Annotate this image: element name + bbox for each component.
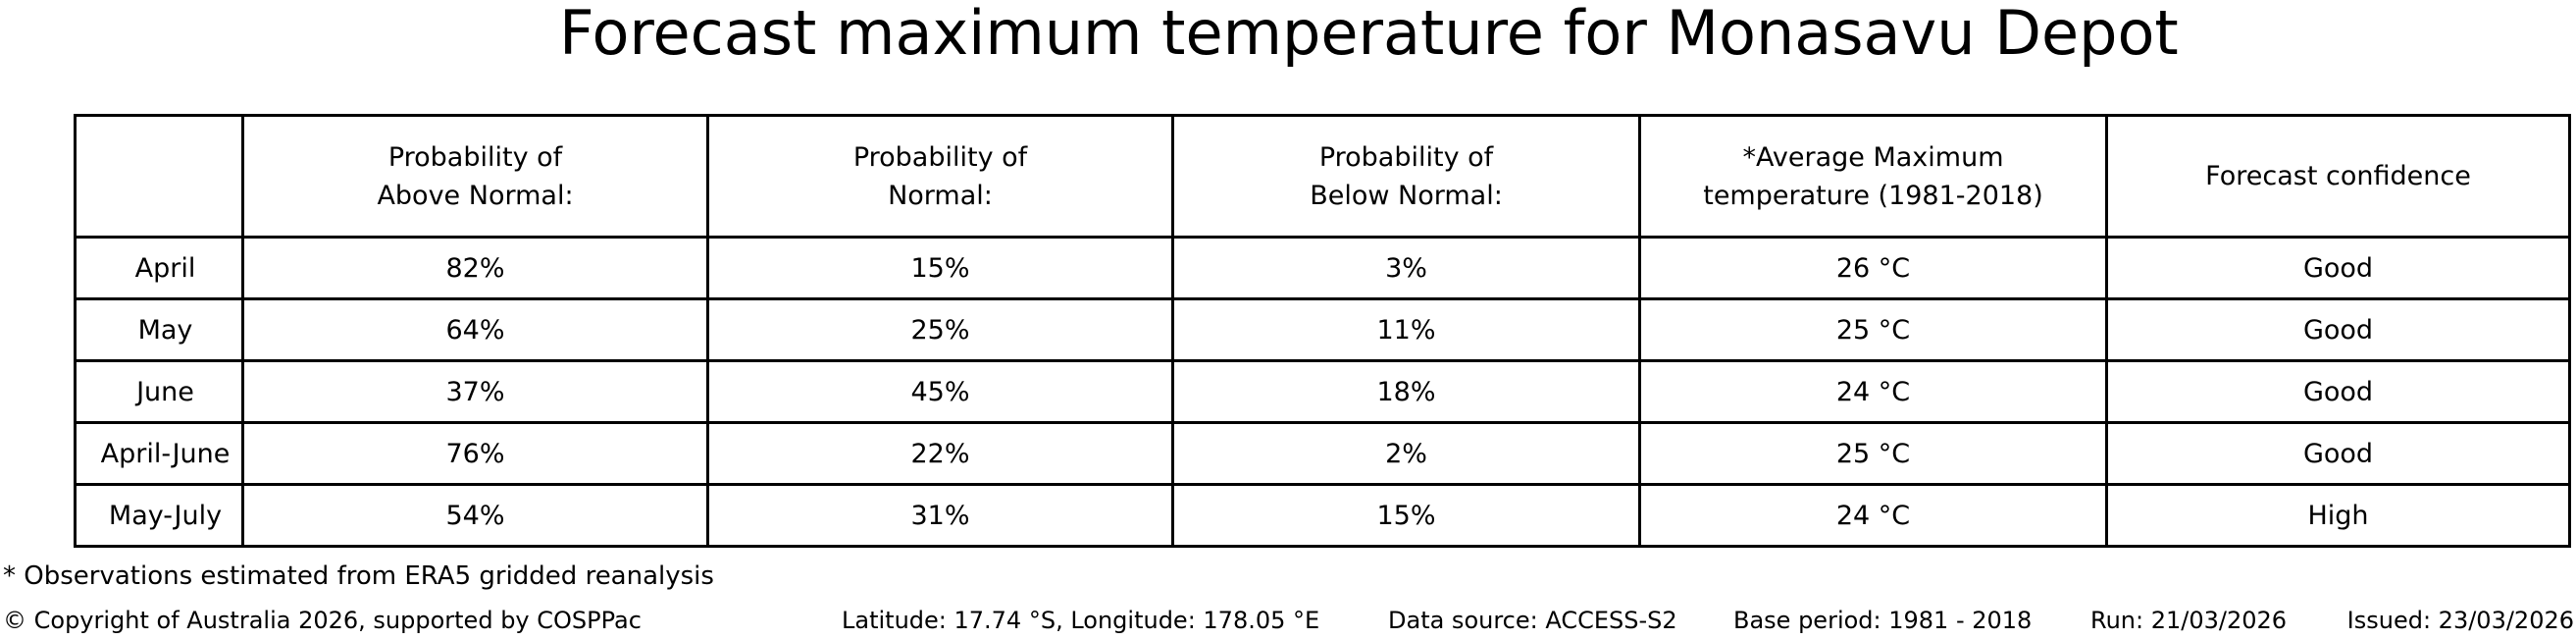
header-cell-avg-max-temperature: *Average Maximum temperature (1981-2018) [1638,114,2108,239]
cell-normal: 25% [706,297,1174,362]
cell-above-normal: 82% [241,236,709,300]
cell-below-normal: 3% [1171,236,1641,300]
table-row-may-july: May-July 54% 31% 15% 24 °C High [74,483,2571,548]
cell-avg-max-temperature: 24 °C [1638,359,2108,424]
cell-avg-max-temperature: 25 °C [1638,421,2108,486]
cell-above-normal: 76% [241,421,709,486]
cell-avg-max-temperature: 25 °C [1638,297,2108,362]
location-coordinates-text: Latitude: 17.74 °S, Longitude: 178.05 °E [842,607,1320,634]
header-cell-normal: Probability of Normal: [706,114,1174,239]
base-period-text: Base period: 1981 - 2018 [1733,607,2033,634]
cell-normal: 31% [706,483,1174,548]
header-cell-below-normal: Probability of Below Normal: [1171,114,1641,239]
cell-normal: 45% [706,359,1174,424]
issued-date-text: Issued: 23/03/2026 [2346,607,2574,634]
run-date-text: Run: 21/03/2026 [2090,607,2288,634]
table-row-may: May 64% 25% 11% 25 °C Good [74,297,2571,362]
cell-forecast-confidence: Good [2105,421,2571,486]
data-source-text: Data source: ACCESS-S2 [1388,607,1677,634]
cell-avg-max-temperature: 26 °C [1638,236,2108,300]
cell-normal: 15% [706,236,1174,300]
copyright-text: © Copyright of Australia 2026, supported… [3,607,642,634]
row-label: April-June [74,421,244,486]
table-row-april-june: April-June 76% 22% 2% 25 °C Good [74,421,2571,486]
cell-above-normal: 64% [241,297,709,362]
cell-forecast-confidence: Good [2105,236,2571,300]
row-label: May [74,297,244,362]
cell-avg-max-temperature: 24 °C [1638,483,2108,548]
row-label: June [74,359,244,424]
row-label: May-July [74,483,244,548]
row-label: April [74,236,244,300]
cell-normal: 22% [706,421,1174,486]
cell-forecast-confidence: Good [2105,359,2571,424]
cell-above-normal: 37% [241,359,709,424]
header-cell-above-normal: Probability of Above Normal: [241,114,709,239]
header-cell-forecast-confidence: Forecast confidence [2105,114,2571,239]
table-corner-blank [74,114,244,239]
forecast-table: Probability of Above Normal: Probability… [74,114,2571,548]
page-title: Forecast maximum temperature for Monasav… [559,0,2179,69]
table-row-june: June 37% 45% 18% 24 °C Good [74,359,2571,424]
table-row-april: April 82% 15% 3% 26 °C Good [74,236,2571,300]
observations-footnote: * Observations estimated from ERA5 gridd… [3,561,714,591]
cell-forecast-confidence: High [2105,483,2571,548]
cell-forecast-confidence: Good [2105,297,2571,362]
table-header-row: Probability of Above Normal: Probability… [74,114,2571,239]
cell-below-normal: 11% [1171,297,1641,362]
footer-metadata-line: © Copyright of Australia 2026, supported… [0,607,2576,640]
cell-below-normal: 15% [1171,483,1641,548]
cell-above-normal: 54% [241,483,709,548]
cell-below-normal: 18% [1171,359,1641,424]
cell-below-normal: 2% [1171,421,1641,486]
